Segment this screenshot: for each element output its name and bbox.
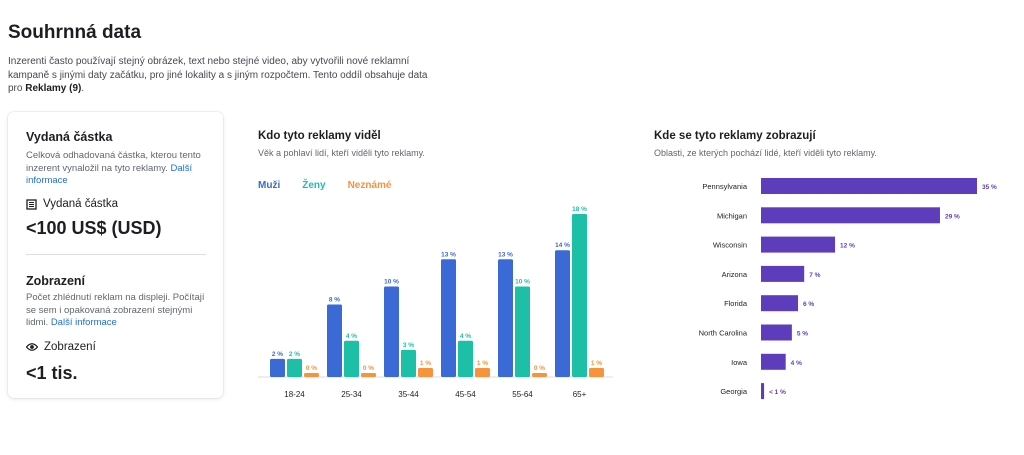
bar-label-men-25-34: 8 % [329, 297, 340, 304]
bar-men-35-44 [384, 286, 399, 377]
age-tick-18-24: 18-24 [284, 390, 305, 399]
bar-label-unknown-55-64: 0 % [534, 365, 545, 372]
region-label-Wisconsin: Wisconsin [713, 241, 747, 250]
bar-men-65+ [555, 250, 570, 377]
age-tick-35-44: 35-44 [398, 390, 419, 399]
intro-text: Inzerenti často používají stejný obrázek… [8, 55, 438, 96]
region-value-North Carolina: 5 % [797, 331, 808, 338]
legend-unknown[interactable]: Neznámé [347, 180, 392, 191]
intro-ads-count: Reklamy (9) [25, 83, 82, 94]
bar-label-women-18-24: 2 % [289, 351, 300, 358]
impressions-title: Zobrazení [26, 274, 86, 288]
spend-description-text: Celková odhadovaná částka, kterou tento … [26, 150, 201, 174]
spend-label-text: Vydaná částka [43, 198, 119, 210]
regions-chart: Pennsylvania 35 % Michigan 29 % Wisconsin 12 … [699, 178, 997, 400]
bar-women-55-64 [515, 286, 530, 377]
bar-men-45-54 [441, 259, 456, 377]
bar-label-unknown-35-44: 1 % [420, 360, 431, 367]
spend-description: Celková odhadovaná částka, kterou tento … [26, 150, 211, 188]
region-label-North Carolina: North Carolina [699, 329, 748, 338]
impressions-description-text: Počet zhlédnutí reklam na displeji. Počí… [26, 292, 205, 328]
bar-women-35-44 [401, 349, 416, 377]
region-bar-Wisconsin [761, 236, 836, 253]
region-label-Florida: Florida [724, 299, 748, 308]
bar-unknown-45-54 [475, 367, 490, 377]
region-value-Iowa: 4 % [791, 360, 802, 367]
spend-title: Vydaná částka [26, 130, 113, 144]
intro-body: Inzerenti často používají stejný obrázek… [8, 56, 428, 94]
bar-label-unknown-45-54: 1 % [477, 360, 488, 367]
receipt-icon [26, 198, 37, 210]
age-tick-45-54: 45-54 [455, 390, 476, 399]
impressions-label: Zobrazení [26, 341, 96, 353]
spend-value: <100 US$ (USD) [26, 218, 162, 238]
bar-label-unknown-25-34: 0 % [363, 365, 374, 372]
bar-unknown-18-24 [304, 373, 319, 377]
legend-men[interactable]: Muži [258, 180, 281, 191]
page-title: Souhrnná data [8, 22, 142, 43]
divider [26, 254, 206, 255]
region-value-Georgia: < 1 % [769, 389, 786, 396]
age-tick-65+: 65+ [573, 390, 587, 399]
bar-men-55-64 [498, 259, 513, 377]
bar-label-women-65+: 18 % [572, 206, 587, 213]
region-value-Wisconsin: 12 % [840, 243, 855, 250]
bar-unknown-55-64 [532, 373, 547, 377]
bar-unknown-25-34 [361, 373, 376, 377]
regions-subtitle: Oblasti, ze kterých pochází lidé, kteří … [654, 148, 877, 158]
bar-label-women-45-54: 4 % [460, 333, 471, 340]
region-label-Iowa: Iowa [731, 358, 748, 367]
bar-women-18-24 [287, 358, 302, 377]
bar-label-unknown-65+: 1 % [591, 360, 602, 367]
impressions-description: Počet zhlédnutí reklam na displeji. Počí… [26, 292, 211, 330]
region-bar-Pennsylvania [761, 178, 977, 194]
regions-title: Kde se tyto reklamy zobrazují [654, 130, 816, 142]
impressions-value: <1 tis. [26, 363, 78, 383]
bar-label-men-18-24: 2 % [272, 351, 283, 358]
region-bar-Florida [761, 295, 799, 312]
bar-label-unknown-18-24: 0 % [306, 365, 317, 372]
region-value-Arizona: 7 % [809, 272, 820, 279]
impressions-more-info-link[interactable]: Další informace [50, 317, 117, 328]
intro-end: . [81, 83, 85, 94]
bar-label-women-25-34: 4 % [346, 333, 357, 340]
bar-label-men-55-64: 13 % [498, 251, 513, 258]
spend-more-info-link[interactable]: Další informace [26, 162, 193, 187]
region-value-Florida: 6 % [803, 301, 814, 308]
summary-card: Vydaná částka Celková odhadovaná částka,… [8, 112, 223, 398]
bar-unknown-35-44 [418, 367, 433, 377]
legend-women[interactable]: Ženy [302, 180, 326, 191]
bar-unknown-65+ [589, 367, 604, 377]
age-tick-25-34: 25-34 [341, 390, 362, 399]
age-tick-55-64: 55-64 [512, 390, 533, 399]
demographics-subtitle: Věk a pohlaví lidí, kteří viděli tyto re… [258, 148, 425, 158]
region-label-Arizona: Arizona [722, 270, 748, 279]
impressions-label-text: Zobrazení [44, 341, 96, 353]
eye-icon [26, 343, 38, 351]
bar-men-25-34 [327, 304, 342, 377]
bar-label-women-35-44: 3 % [403, 342, 414, 349]
region-bar-Georgia [761, 383, 765, 400]
region-label-Georgia: Georgia [720, 387, 748, 396]
region-value-Michigan: 29 % [945, 213, 960, 220]
bar-women-45-54 [458, 340, 473, 377]
demographics-legend: Muži Ženy Neznámé [258, 180, 391, 191]
bar-label-women-55-64: 10 % [515, 278, 530, 285]
bar-women-65+ [572, 214, 587, 377]
region-value-Pennsylvania: 35 % [982, 184, 997, 191]
region-label-Pennsylvania: Pennsylvania [702, 182, 747, 191]
region-bar-Arizona [761, 265, 805, 282]
bar-women-25-34 [344, 340, 359, 377]
demographics-title: Kdo tyto reklamy viděl [258, 130, 381, 142]
region-bar-Iowa [761, 353, 786, 370]
bar-label-men-45-54: 13 % [441, 251, 456, 258]
demographics-chart: 2 % 2 % 0 % 18-24 8 % 4 % 0 % 25-34 10 % 3 % 1 % 35… [258, 206, 613, 399]
spend-label: Vydaná částka [26, 198, 118, 210]
bar-men-18-24 [270, 358, 285, 377]
region-bar-Michigan [761, 207, 940, 224]
region-bar-North Carolina [761, 324, 792, 341]
region-label-Michigan: Michigan [717, 211, 747, 220]
bar-label-men-35-44: 10 % [384, 278, 399, 285]
bar-label-men-65+: 14 % [555, 242, 570, 249]
